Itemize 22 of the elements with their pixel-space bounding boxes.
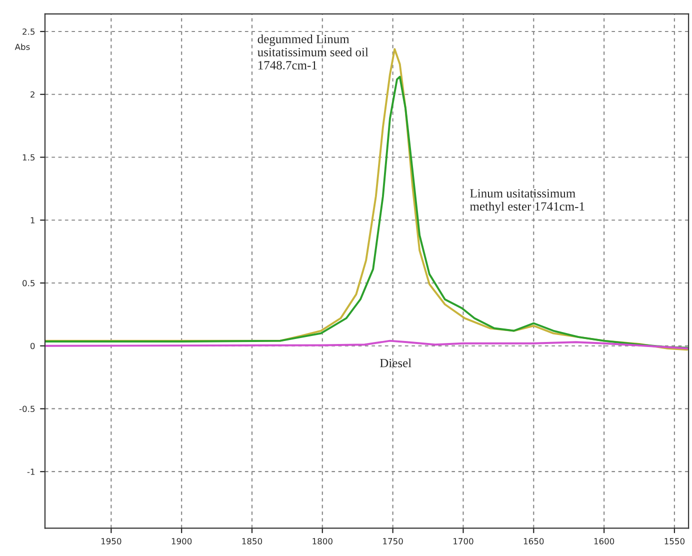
annotation: degummed Linum usitatissimum seed oil 1748.7cm-1 (258, 34, 368, 70)
annotation: Diesel (380, 358, 412, 368)
x-tick-label: 1950 (101, 538, 122, 544)
x-tick-label: 1700 (454, 538, 474, 544)
y-tick-label: -0.5 (19, 406, 35, 412)
y-tick-label: 0 (30, 342, 35, 350)
x-tick-label: 1650 (524, 538, 544, 544)
x-tick-label: 1750 (383, 538, 403, 544)
x-tick-label: 1800 (312, 538, 332, 544)
y-tick-label: 0.5 (22, 280, 35, 286)
x-tick-label: 1550 (664, 538, 685, 544)
y-tick-label: 2 (30, 91, 34, 98)
x-tick-label: 1900 (172, 538, 192, 544)
line-series (44, 340, 688, 350)
y-axis-title: Abs (14, 44, 30, 50)
x-tick-label: 1600 (594, 538, 614, 544)
y-tick-label: 2.5 (22, 28, 35, 35)
y-tick-label: 1 (30, 217, 34, 224)
x-tick-label: 1850 (242, 538, 262, 544)
y-tick-label: -1 (27, 468, 34, 475)
y-tick-label: 1.5 (22, 154, 35, 161)
annotation: Linum usitatissimum methyl ester 1741cm-1 (470, 189, 584, 214)
